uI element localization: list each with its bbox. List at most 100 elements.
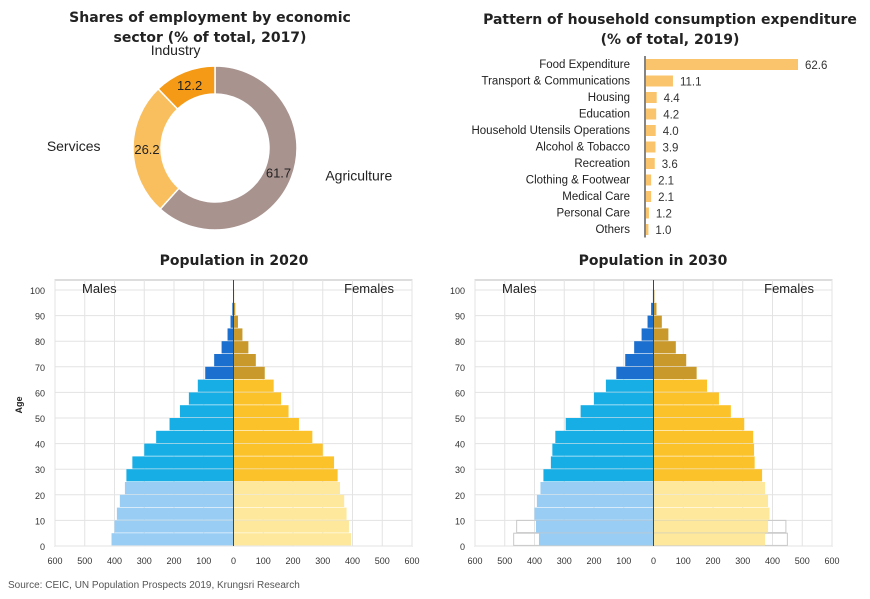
- y-tick-label: 60: [455, 388, 465, 398]
- y-tick-label: 30: [455, 465, 465, 475]
- category-label: Medical Care: [562, 191, 630, 203]
- female-bar: [233, 507, 347, 520]
- consumption-bar: [646, 207, 649, 219]
- x-tick-label: 600: [824, 556, 839, 566]
- y-tick-label: 0: [40, 542, 45, 552]
- female-bar: [653, 379, 708, 392]
- value-label: 3.6: [662, 159, 678, 171]
- category-label: Transport & Communications: [482, 76, 631, 88]
- female-bar: [653, 354, 687, 367]
- x-tick-label: 200: [166, 556, 181, 566]
- male-bar: [124, 482, 234, 495]
- male-bar: [580, 405, 654, 418]
- y-tick-label: 40: [35, 440, 45, 450]
- males-label: Males: [502, 281, 537, 296]
- x-tick-label: 500: [795, 556, 810, 566]
- female-bar: [653, 418, 745, 431]
- x-tick-label: 300: [735, 556, 750, 566]
- x-tick-label: 400: [765, 556, 780, 566]
- female-bar: [233, 533, 352, 546]
- female-bar: [653, 341, 676, 354]
- slice-value-industry: 12.2: [177, 78, 202, 93]
- female-bar: [653, 302, 657, 315]
- male-bar: [550, 456, 654, 469]
- male-bar: [634, 341, 654, 354]
- category-label: Recreation: [574, 158, 630, 170]
- female-bar: [233, 341, 249, 354]
- slice-label-industry: Industry: [151, 42, 201, 58]
- female-bar: [653, 392, 719, 405]
- employment-title-line2: sector (% of total, 2017): [113, 30, 307, 46]
- y-tick-label: 20: [35, 491, 45, 501]
- value-label: 3.9: [662, 143, 678, 155]
- female-bar: [233, 469, 338, 482]
- male-bar: [594, 392, 654, 405]
- y-tick-label: 80: [455, 337, 465, 347]
- x-tick-label: 600: [47, 556, 62, 566]
- consumption-title-line1: Pattern of household consumption expendi…: [483, 12, 857, 28]
- x-tick-label: 400: [107, 556, 122, 566]
- male-bar: [538, 533, 654, 546]
- female-bar: [233, 405, 289, 418]
- slice-label-services: Services: [47, 138, 101, 154]
- female-bar: [653, 456, 755, 469]
- x-tick-label: 100: [616, 556, 631, 566]
- male-bar: [132, 456, 234, 469]
- consumption-title-line2: (% of total, 2019): [600, 32, 740, 48]
- category-label: Household Utensils Operations: [471, 125, 630, 137]
- y-tick-label: 70: [455, 363, 465, 373]
- female-bar: [653, 469, 763, 482]
- females-label: Females: [344, 281, 394, 296]
- male-bar: [540, 482, 654, 495]
- value-label: 4.0: [663, 126, 679, 138]
- slice-agriculture: [159, 65, 298, 231]
- male-bar: [232, 302, 234, 315]
- female-bar: [233, 443, 323, 456]
- male-bar: [188, 392, 234, 405]
- category-label: Food Expenditure: [539, 59, 630, 71]
- x-tick-label: 400: [527, 556, 542, 566]
- y-tick-label: 50: [455, 414, 465, 424]
- female-bar: [233, 315, 238, 328]
- female-bar: [653, 482, 766, 495]
- x-tick-label: 300: [315, 556, 330, 566]
- male-bar: [535, 520, 654, 533]
- x-tick-label: 0: [651, 556, 656, 566]
- category-label: Education: [579, 109, 630, 121]
- male-bar: [543, 469, 654, 482]
- value-label: 11.1: [680, 77, 702, 89]
- y-tick-label: 40: [455, 440, 465, 450]
- consumption-bar: [646, 141, 656, 153]
- population-pyramid-2020: 0 10 20 30 40 50 60 70 80 90 100 600 500 400 300 200 100…: [14, 279, 420, 566]
- y-axis-title: Age: [14, 396, 24, 413]
- y-tick-label: 50: [35, 414, 45, 424]
- employment-chart-title: Shares of employment by economic sector …: [60, 8, 360, 48]
- male-bar: [536, 494, 654, 507]
- male-bar: [625, 354, 654, 367]
- x-tick-label: 400: [345, 556, 360, 566]
- consumption-bar: [646, 174, 652, 186]
- male-bar: [114, 520, 234, 533]
- y-tick-label: 0: [460, 542, 465, 552]
- female-bar: [233, 328, 243, 341]
- male-bar: [647, 315, 654, 328]
- x-tick-label: 100: [676, 556, 691, 566]
- x-tick-label: 300: [557, 556, 572, 566]
- female-bar: [653, 520, 769, 533]
- consumption-bar: [646, 108, 657, 120]
- male-bar: [641, 328, 654, 341]
- y-tick-label: 100: [30, 286, 45, 296]
- female-bar: [653, 315, 662, 328]
- pyramid-2020-title: Population in 2020: [159, 253, 309, 269]
- category-label: Personal Care: [556, 208, 630, 220]
- consumption-bar: [646, 59, 798, 70]
- female-bar: [233, 520, 349, 533]
- y-tick-label: 100: [450, 286, 465, 296]
- y-tick-label: 70: [35, 363, 45, 373]
- male-bar: [616, 366, 654, 379]
- pyramid-2030-title: Population in 2030: [578, 253, 728, 269]
- x-tick-label: 300: [137, 556, 152, 566]
- y-tick-label: 90: [35, 312, 45, 322]
- y-tick-label: 10: [35, 516, 45, 526]
- female-bar: [653, 533, 766, 546]
